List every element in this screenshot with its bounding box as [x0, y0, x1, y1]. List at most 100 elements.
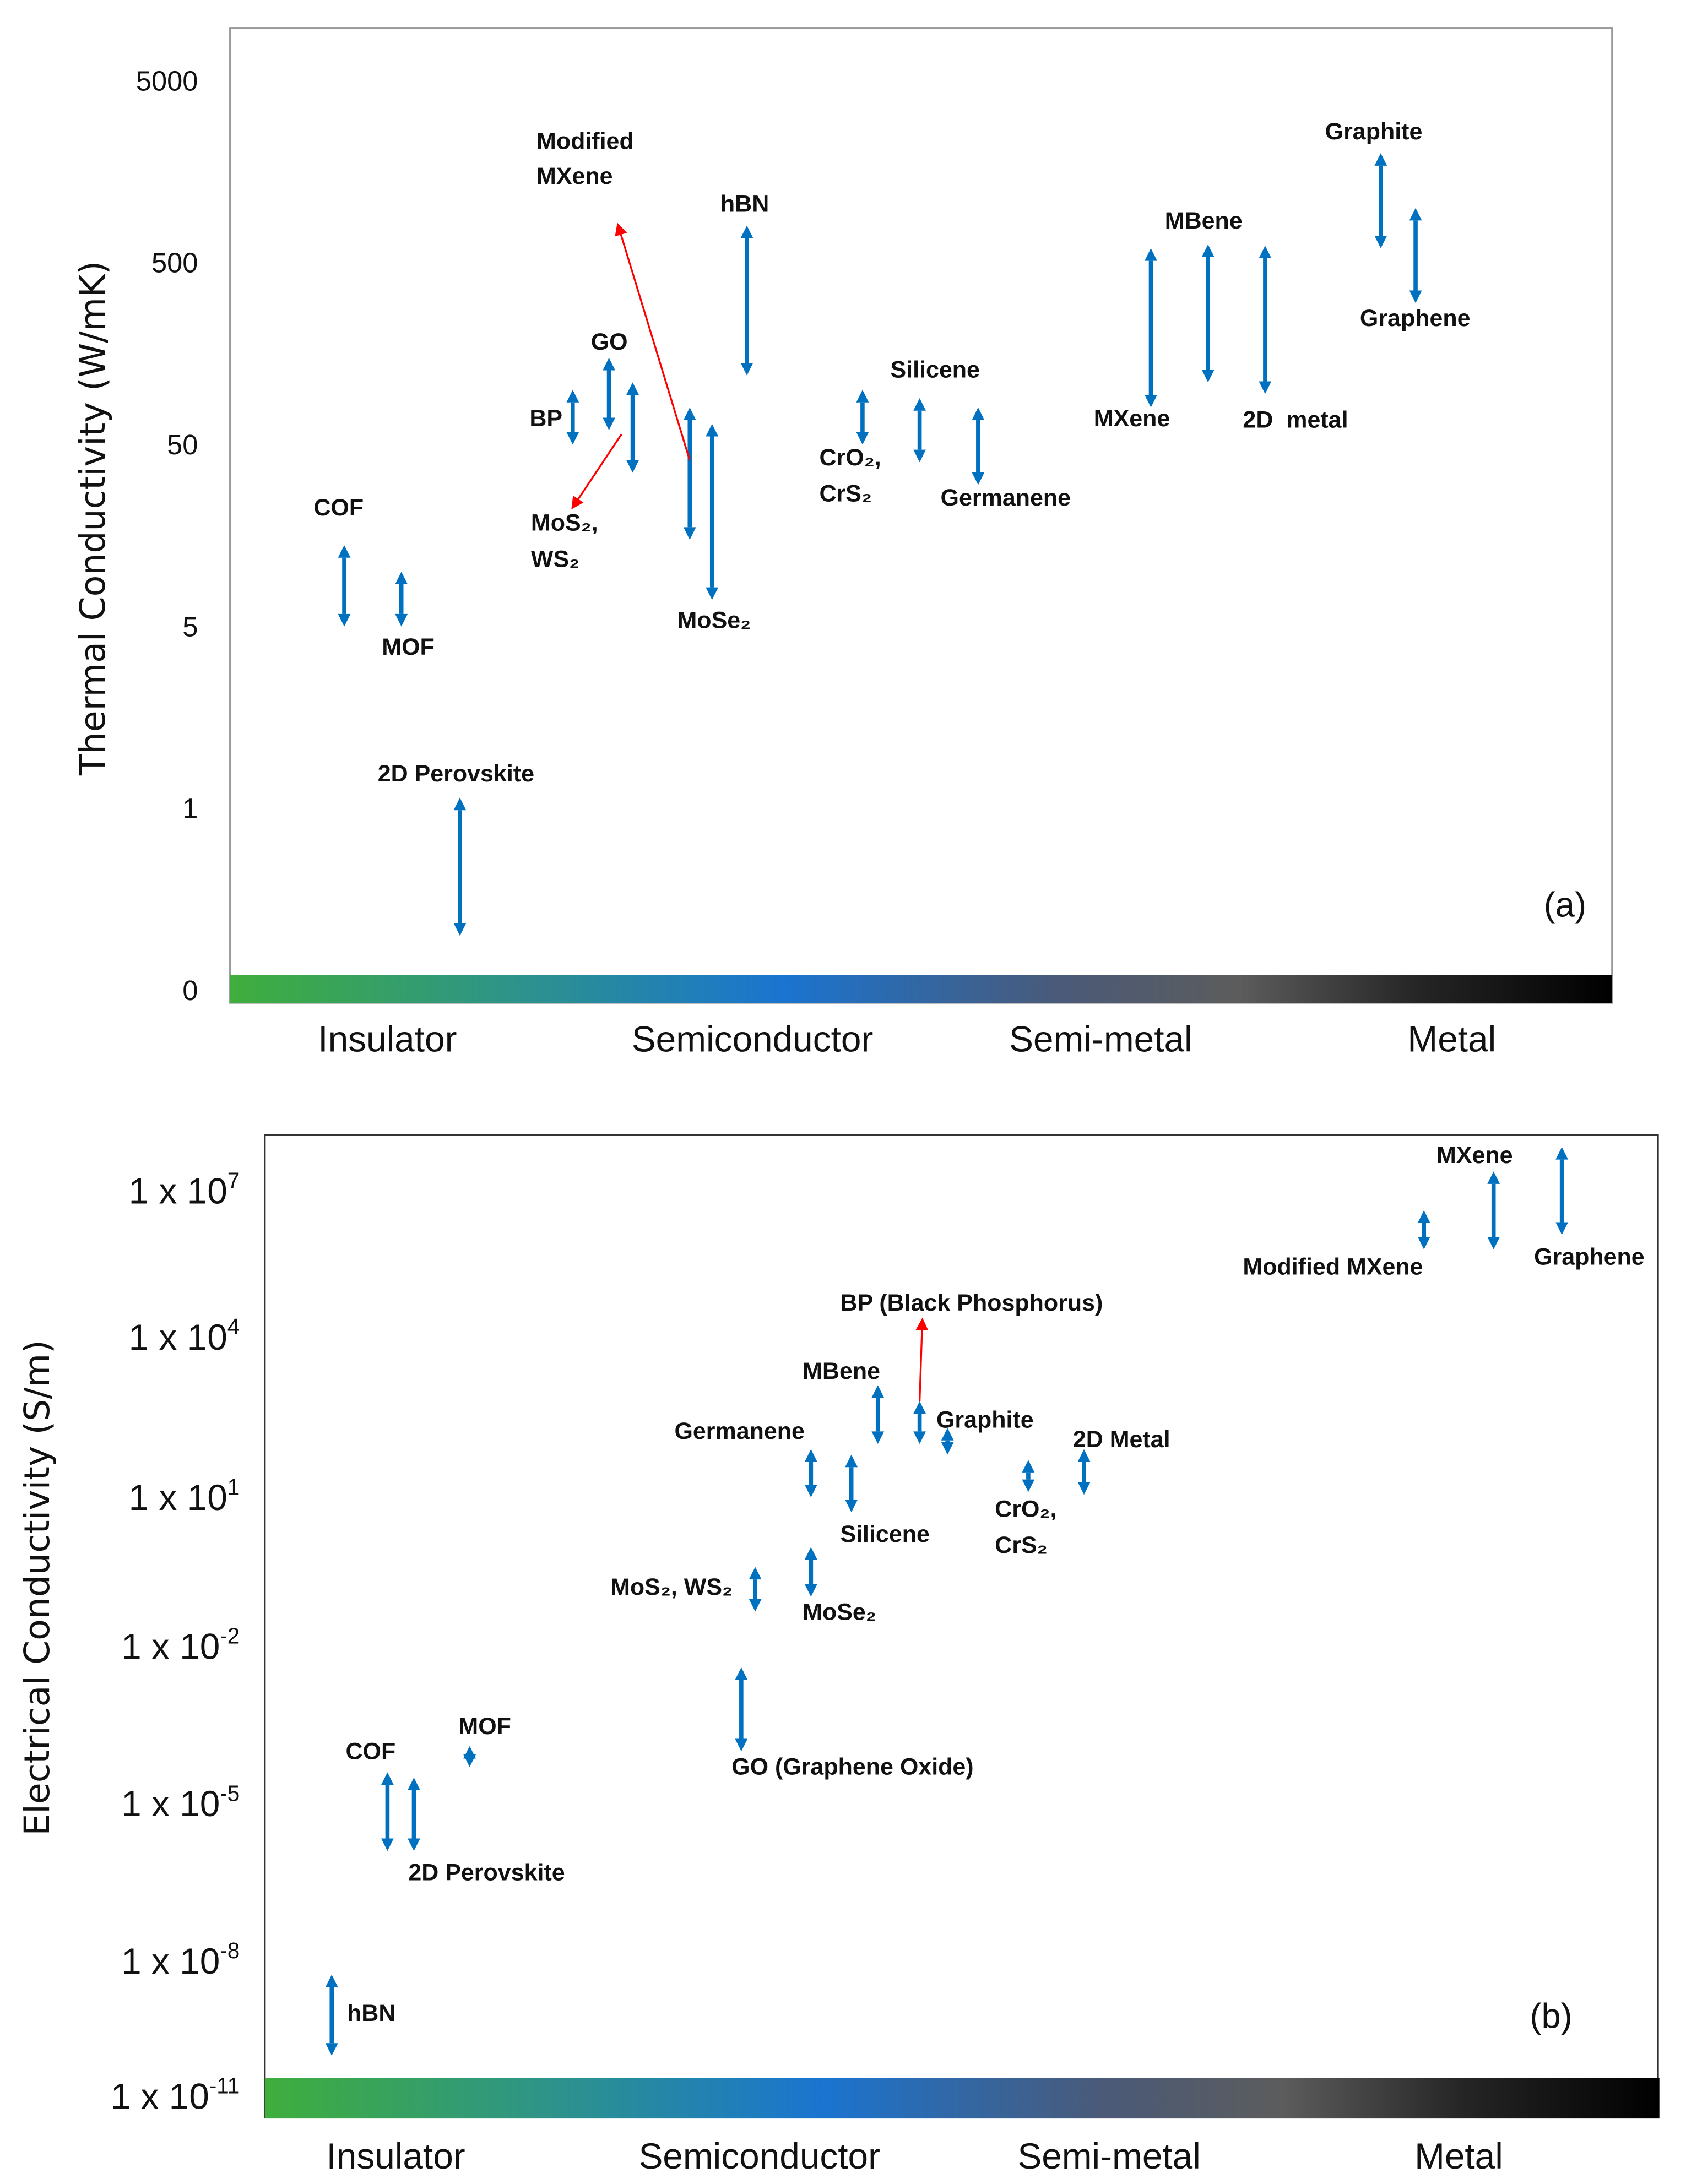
label-cof: COF: [313, 495, 364, 521]
arrow-head: [845, 1500, 858, 1513]
tick-exponent: -8: [220, 1938, 240, 1963]
label-go: GO: [591, 329, 628, 355]
arrow-head: [453, 797, 467, 811]
label-mose2: MoSe₂: [677, 607, 751, 634]
range-arrow-germanene: [972, 407, 985, 485]
arrow-head: [1374, 236, 1387, 248]
arrow-head: [453, 923, 467, 936]
arrow-head: [913, 1401, 926, 1414]
arrow-head: [1409, 208, 1422, 221]
arrow-head: [1555, 1222, 1569, 1235]
category-metal-a: Metal: [1407, 1019, 1496, 1060]
range-arrows-b: [325, 1147, 1569, 2056]
y-tick-label: 5: [182, 611, 198, 642]
category-semimetal-a: Semi-metal: [1009, 1019, 1192, 1060]
label-silicene: Silicene: [840, 1521, 929, 1547]
arrow-head: [395, 572, 408, 585]
range-arrow-mos-ws-b-: [683, 407, 696, 540]
range-arrow-2d-perovskite: [453, 797, 467, 936]
range-arrow-graphene: [1409, 208, 1422, 303]
arrow-head: [1077, 1449, 1091, 1462]
range-arrow-cof: [338, 545, 351, 627]
data-labels-a: Modified MXene hBN GO BP MoS₂, WS₂ COF M…: [313, 118, 1470, 787]
range-arrow-silicene: [913, 398, 926, 463]
label-ws2: WS₂: [531, 546, 579, 572]
range-arrow-mose-: [706, 423, 719, 600]
arrow-head: [1374, 153, 1387, 166]
label-bp: BP (Black Phosphorus): [840, 1290, 1103, 1316]
label-mof: MOF: [382, 634, 435, 660]
arrow-head: [338, 545, 351, 558]
label-2d-perovskite: 2D Perovskite: [408, 1860, 565, 1886]
arrow-head: [1555, 1147, 1569, 1160]
label-mof: MOF: [458, 1713, 511, 1740]
plot-area-b: [264, 1134, 1659, 2118]
category-semiconductor-a: Semiconductor: [632, 1019, 874, 1060]
label-crs2: CrS₂: [995, 1532, 1048, 1558]
label-crs2: CrS₂: [820, 481, 872, 507]
label-bp: BP: [529, 405, 562, 432]
arrow-head: [871, 1431, 885, 1444]
range-arrow-mos-ws-a-: [626, 382, 639, 473]
arrow-head: [1417, 1210, 1430, 1223]
label-2d-metal: 2D Metal: [1073, 1426, 1170, 1453]
range-arrow-hbn: [325, 1974, 338, 2056]
tick-exponent: -5: [220, 1780, 240, 1806]
arrow-shaft: [620, 234, 691, 461]
arrow-head: [941, 1442, 954, 1455]
range-arrows-a: [338, 153, 1422, 936]
arrow-head: [1022, 1479, 1035, 1492]
tick-base: 1 x 10: [121, 1626, 220, 1666]
tick-exponent: -2: [220, 1623, 240, 1649]
y-tick-label: 0: [182, 975, 198, 1006]
label-mose2: MoSe₂: [803, 1599, 876, 1626]
y-tick-label: 1 x 10-5: [121, 1780, 240, 1824]
label-modified-mxene: Modified MXene: [1243, 1253, 1423, 1280]
arrow-head: [735, 1738, 748, 1752]
category-insulator-b: Insulator: [326, 2136, 465, 2176]
arrow-head: [1201, 370, 1215, 383]
plot-area-a: [229, 27, 1613, 1004]
range-arrow-go-graphene-oxide-: [735, 1667, 748, 1752]
y-ticks-a: 0 1 5 50 500 5000: [136, 65, 198, 1006]
arrow-head: [804, 1485, 817, 1498]
arrow-head: [395, 613, 408, 627]
category-insulator-a: Insulator: [318, 1019, 457, 1060]
tick-exponent: 1: [227, 1474, 240, 1500]
pointer-arrow: [915, 1317, 929, 1401]
range-arrow-germanene: [804, 1449, 817, 1498]
arrow-head: [1409, 290, 1422, 303]
range-arrow-mbene: [1201, 244, 1215, 383]
label-mbene: MBene: [803, 1358, 880, 1384]
arrow-head: [338, 613, 351, 627]
label-mos2-ws2: MoS₂, WS₂: [610, 1574, 733, 1600]
range-arrow-hbn: [740, 225, 753, 376]
label-silicene: Silicene: [890, 356, 979, 383]
y-axis-title-b: Electrical Conductivity (S/m): [17, 1340, 57, 1835]
arrow-head: [325, 1974, 338, 1987]
arrow-head: [626, 460, 639, 473]
range-arrow-silicene: [845, 1454, 858, 1513]
arrow-head: [735, 1667, 748, 1680]
arrow-head: [913, 1431, 926, 1444]
arrow-head: [1259, 381, 1272, 394]
tick-base: 1 x 10: [129, 1170, 227, 1211]
range-arrow-2d-metal: [1259, 246, 1272, 394]
pointer-arrow: [615, 222, 691, 461]
arrow-head: [615, 222, 627, 237]
arrow-head: [1077, 1482, 1091, 1495]
label-modified: Modified: [536, 128, 634, 155]
tick-exponent: -11: [209, 2073, 240, 2099]
range-arrow-graphite: [1374, 153, 1387, 248]
arrow-head: [845, 1454, 858, 1468]
pointer-arrow: [571, 433, 622, 510]
tick-exponent: 7: [227, 1168, 240, 1193]
y-tick-label: 1 x 10-2: [121, 1623, 240, 1667]
y-tick-label: 1 x 101: [129, 1474, 240, 1518]
arrow-head: [1487, 1237, 1500, 1249]
y-tick-label: 500: [151, 247, 198, 279]
range-arrow-graphene: [1555, 1147, 1569, 1235]
chart-a: 0 1 5 50 500 5000 Thermal Conductivity (W/mK)…: [72, 27, 1613, 1060]
